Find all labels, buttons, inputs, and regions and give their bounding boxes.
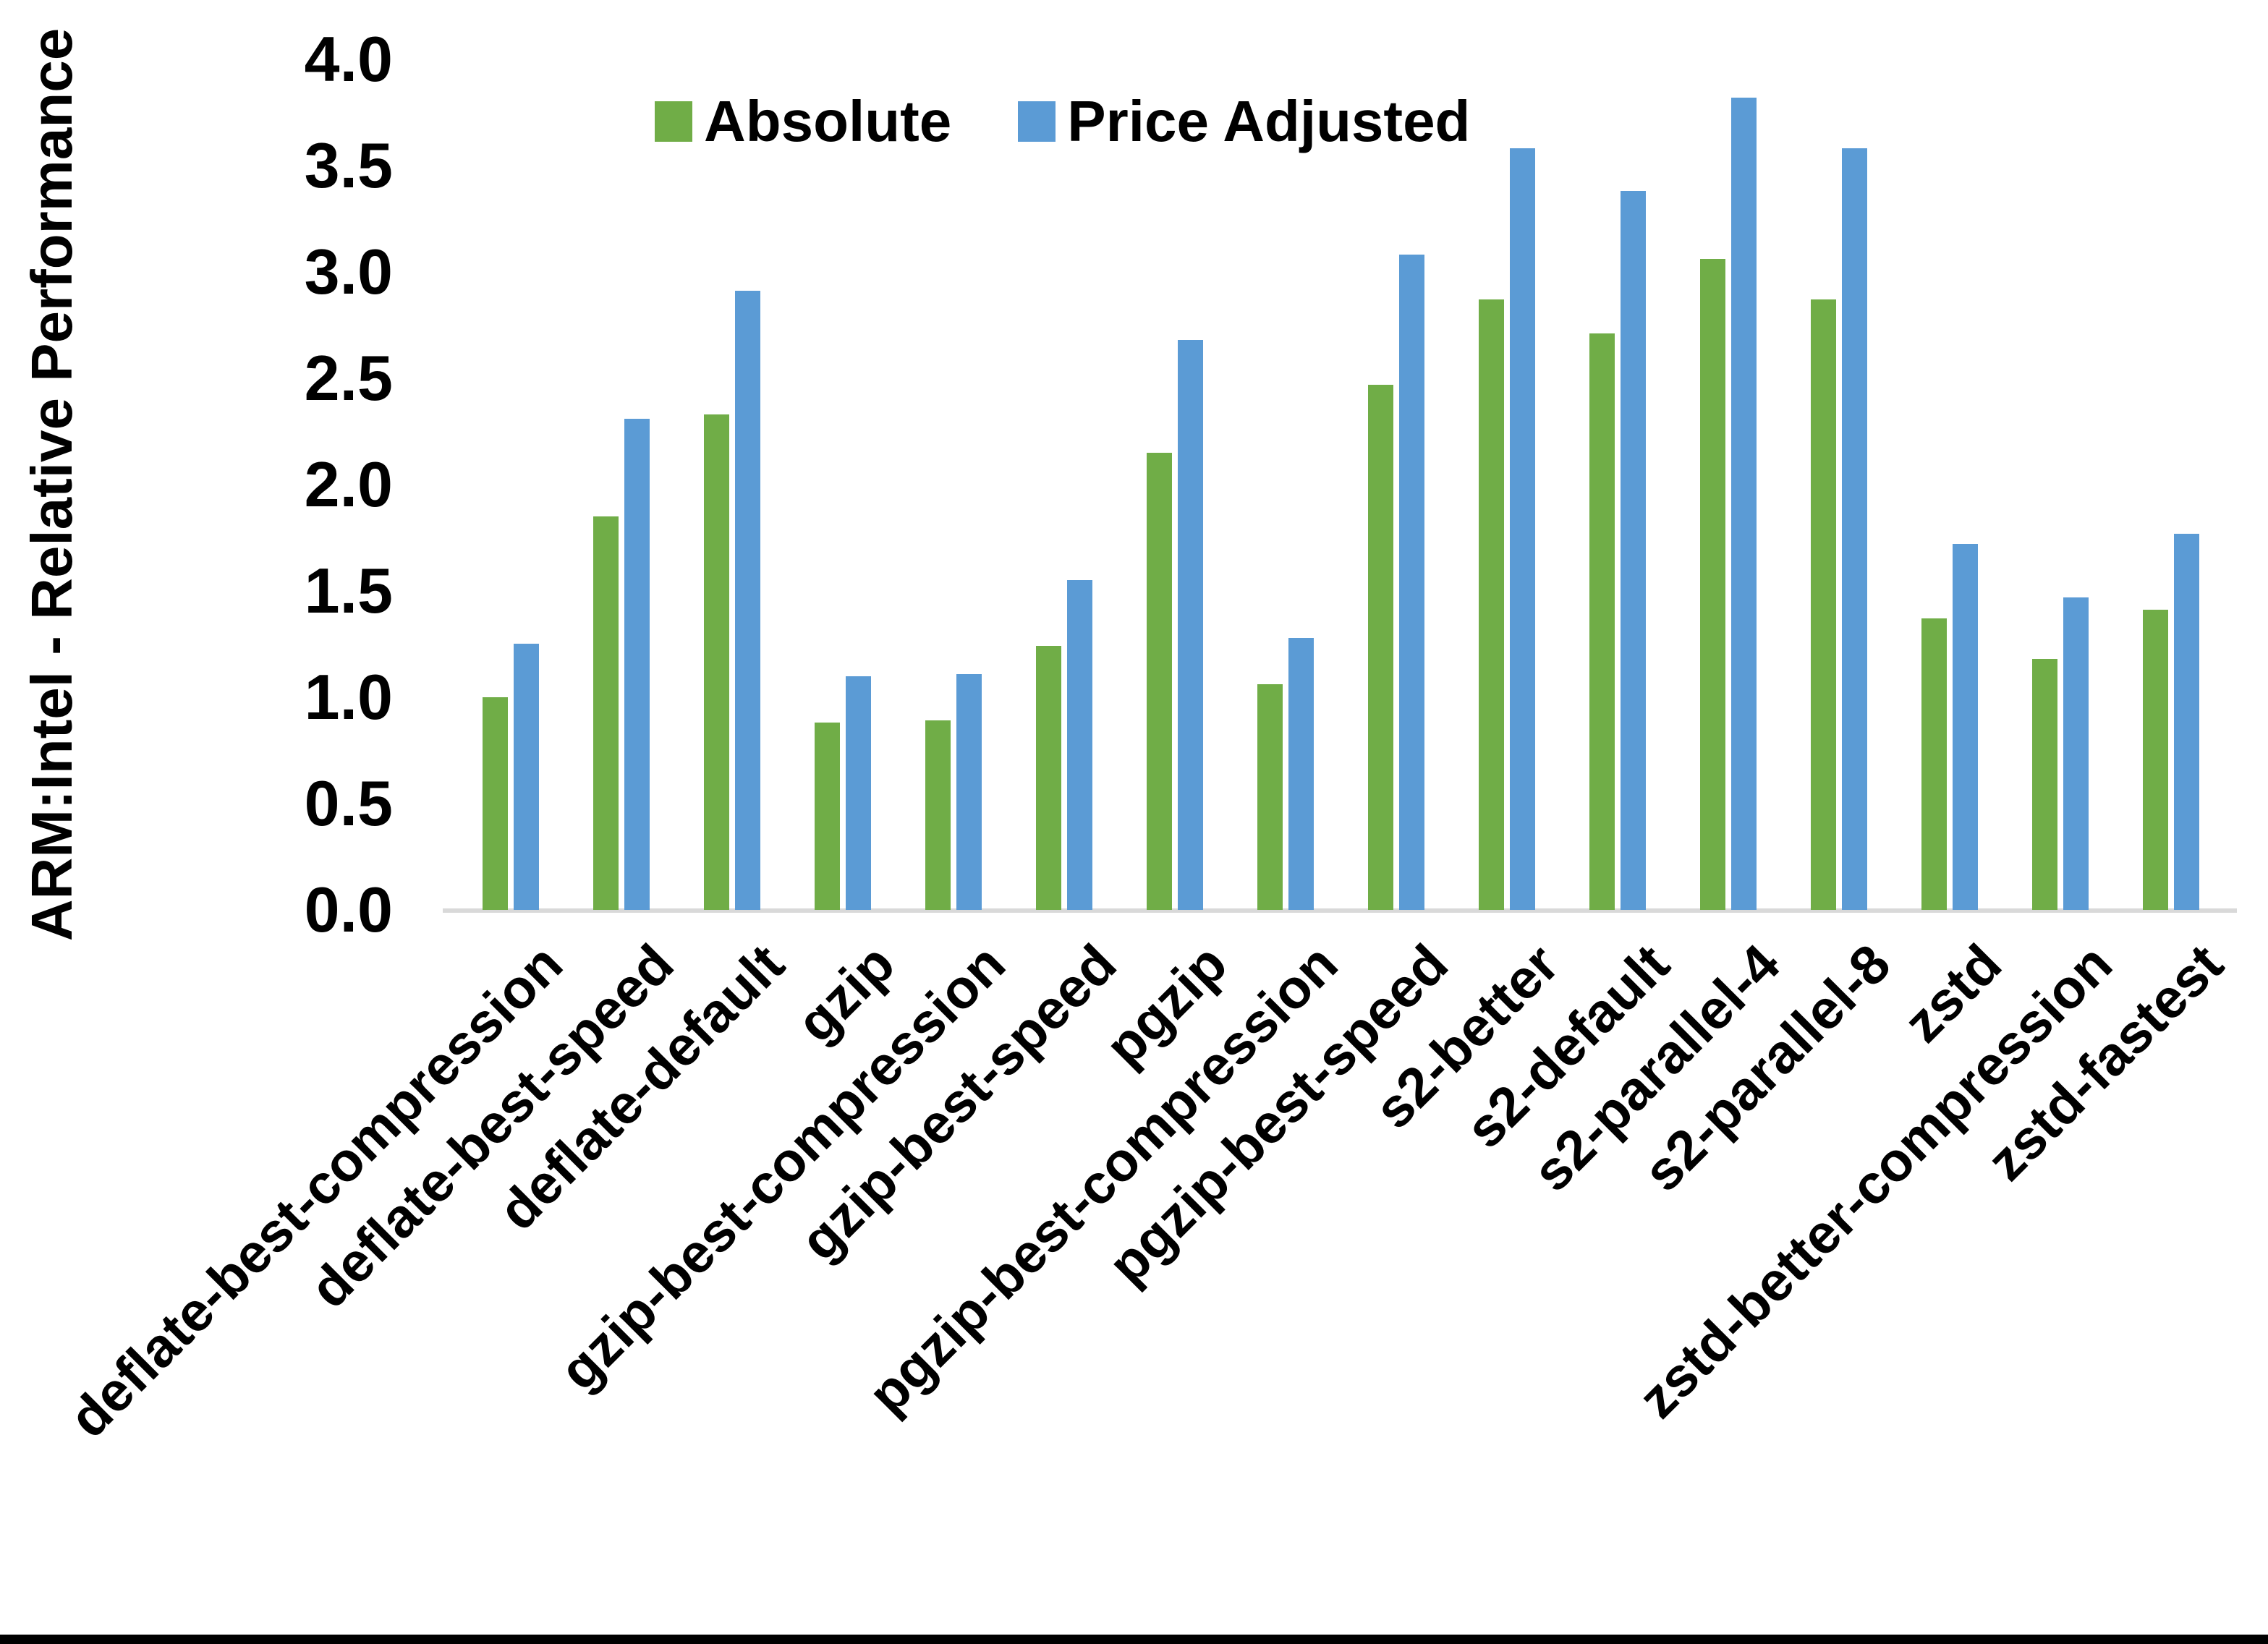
legend-swatch-price-adjusted (1018, 101, 1056, 142)
y-tick-label: 2.5 (304, 342, 393, 414)
bar-absolute-s2-parallel-4 (1700, 259, 1725, 910)
bar-price-adjusted-gzip-best-compression (956, 674, 982, 910)
x-axis-line (443, 908, 2237, 913)
bar-absolute-zstd (1921, 618, 1947, 910)
bar-price-adjusted-deflate-best-speed (624, 419, 650, 910)
bar-absolute-s2-default (1589, 333, 1615, 910)
bar-price-adjusted-s2-default (1621, 191, 1646, 910)
bar-price-adjusted-gzip (846, 676, 871, 910)
y-tick-label: 1.5 (304, 555, 393, 626)
legend-label: Price Adjusted (1067, 89, 1471, 153)
y-tick-label: 0.5 (304, 767, 393, 839)
bar-absolute-pgzip-best-speed (1368, 385, 1393, 910)
bar-absolute-zstd-better-compression (2032, 659, 2057, 910)
legend-label: Absolute (704, 89, 952, 153)
bar-absolute-deflate-best-compression (483, 697, 508, 910)
y-tick-label: 3.5 (304, 129, 393, 201)
bottom-border (0, 1635, 2268, 1644)
y-tick-label: 4.0 (304, 23, 393, 95)
bar-absolute-gzip (815, 723, 840, 910)
legend: Absolute Price Adjusted (655, 88, 1470, 155)
bar-absolute-gzip-best-compression (925, 720, 951, 910)
legend-swatch-absolute (655, 101, 692, 142)
bar-price-adjusted-s2-better (1510, 148, 1535, 910)
bar-absolute-pgzip-best-compression (1257, 684, 1283, 910)
y-tick-label: 0.0 (304, 874, 393, 945)
legend-item-price-adjusted: Price Adjusted (1018, 88, 1470, 155)
bar-absolute-deflate-best-speed (593, 516, 619, 910)
bar-absolute-pgzip (1147, 453, 1172, 910)
bar-price-adjusted-zstd (1953, 544, 1978, 910)
bar-price-adjusted-deflate-default (735, 291, 760, 910)
bar-price-adjusted-s2-parallel-8 (1842, 148, 1867, 910)
y-tick-label: 2.0 (304, 448, 393, 520)
bar-absolute-deflate-default (704, 414, 729, 910)
y-axis-title: ARM:Intel - Relative Performance (20, 27, 84, 942)
y-tick-label: 3.0 (304, 236, 393, 307)
bar-price-adjusted-pgzip-best-speed (1399, 255, 1424, 910)
bar-absolute-zstd-fastest (2143, 610, 2168, 910)
bar-absolute-gzip-best-speed (1036, 646, 1061, 910)
bar-price-adjusted-deflate-best-compression (514, 644, 539, 910)
bar-price-adjusted-s2-parallel-4 (1731, 98, 1757, 910)
bar-price-adjusted-zstd-fastest (2174, 534, 2199, 910)
bar-absolute-s2-parallel-8 (1811, 299, 1836, 910)
bar-price-adjusted-gzip-best-speed (1067, 580, 1092, 910)
legend-item-absolute: Absolute (655, 88, 951, 155)
bar-price-adjusted-pgzip (1178, 340, 1203, 910)
bar-absolute-s2-better (1479, 299, 1504, 910)
bar-price-adjusted-zstd-better-compression (2063, 597, 2089, 910)
y-tick-label: 1.0 (304, 661, 393, 733)
bar-price-adjusted-pgzip-best-compression (1288, 638, 1314, 910)
